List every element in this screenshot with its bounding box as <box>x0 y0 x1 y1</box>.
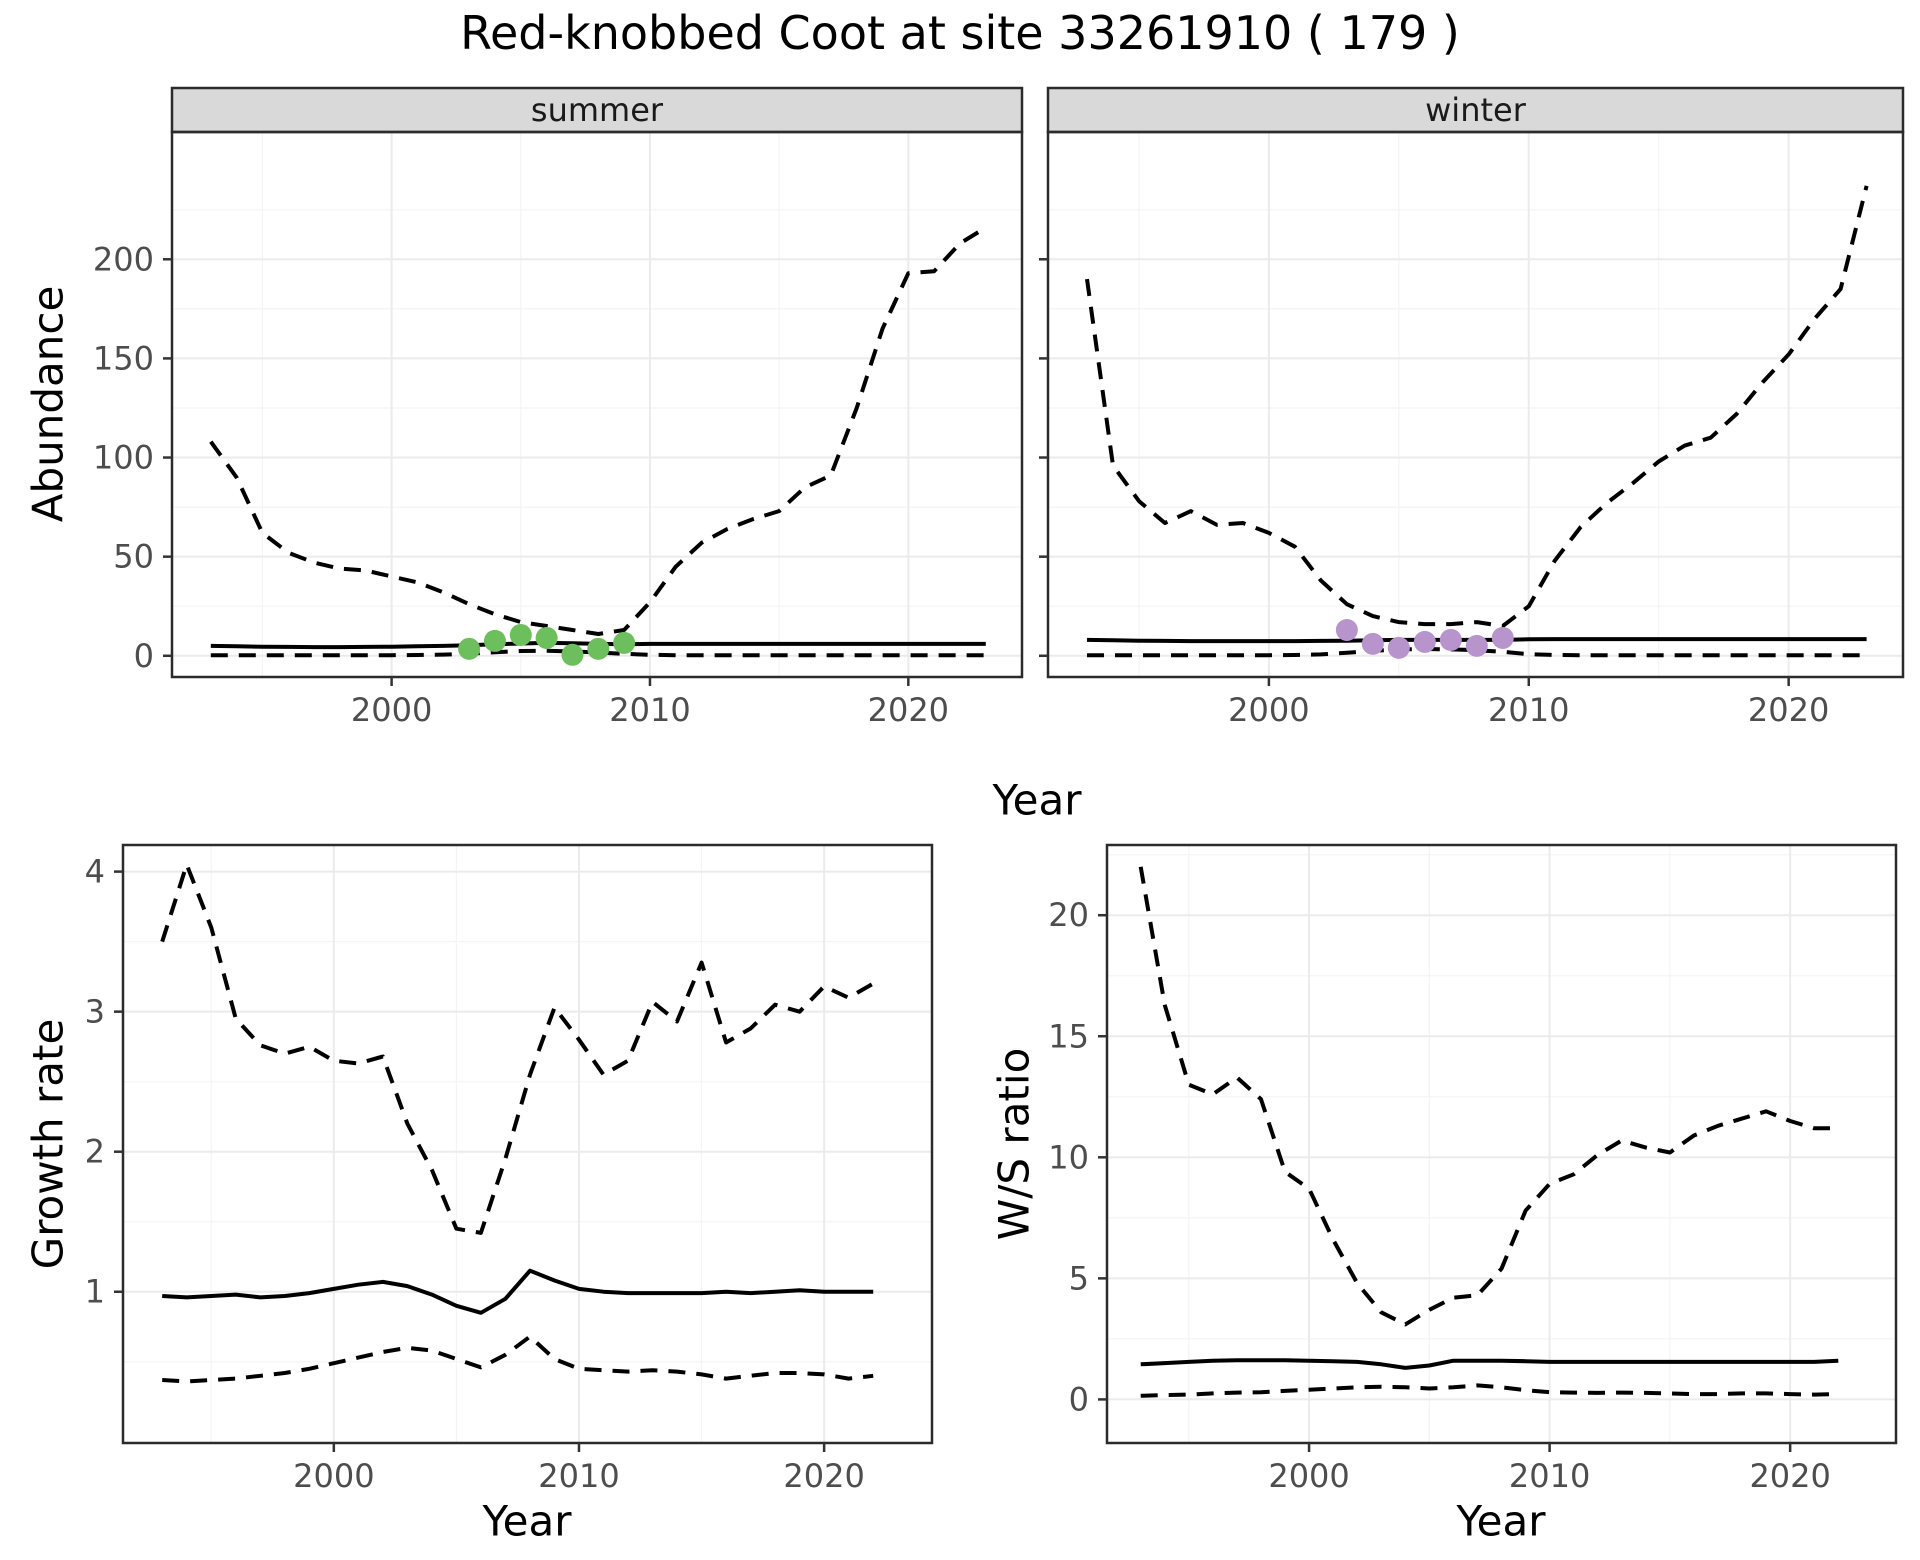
abundance-winter-lower-ci-line <box>1087 647 1867 658</box>
x-tick-label: 2000 <box>293 1457 374 1495</box>
y-axis-title-ws-ratio: W/S ratio <box>989 1047 1039 1241</box>
y-tick-label: 10 <box>1048 1138 1089 1176</box>
winter-observation-point <box>1491 626 1514 649</box>
x-tick-label: 2000 <box>1268 1457 1349 1495</box>
x-tick-label: 2020 <box>868 691 949 729</box>
facet-strip-background <box>1046 86 1905 134</box>
y-axis-title-abundance: Abundance <box>23 285 73 523</box>
winter-observation-point <box>1465 634 1488 657</box>
summer-observation-point <box>561 643 584 666</box>
winter-observation-point <box>1361 632 1384 655</box>
x-tick-label: 2020 <box>1749 1457 1830 1495</box>
y-tick-label: 3 <box>85 993 105 1031</box>
facet-strip-background <box>170 86 1024 134</box>
ws-ratio-median-line <box>1140 1358 1839 1370</box>
y-tick-label: 100 <box>93 439 154 477</box>
summer-observation-point <box>483 629 506 652</box>
panel-border <box>121 843 934 1445</box>
ws-ratio-upper-ci-line <box>1138 866 1839 1327</box>
panel-background <box>123 845 932 1443</box>
y-tick-label: 1 <box>85 1273 105 1311</box>
winter-observation-point <box>1413 630 1436 653</box>
ws-ratio-lower-ci-line <box>1140 1383 1839 1398</box>
y-tick-label: 50 <box>113 538 154 576</box>
x-tick-label: 2010 <box>1488 691 1569 729</box>
y-tick-label: 20 <box>1048 896 1089 934</box>
growth-rate-lower-ci-line <box>162 1334 874 1384</box>
panel-background <box>1048 132 1903 677</box>
y-tick-label: 0 <box>134 637 154 675</box>
x-tick-label: 2020 <box>783 1457 864 1495</box>
panel-background <box>172 132 1022 677</box>
panel-border <box>1105 843 1898 1445</box>
facet-strip-summer: summer <box>530 91 664 129</box>
summer-observation-point <box>613 631 636 654</box>
winter-observation-point <box>1387 636 1410 659</box>
growth-rate-median-line <box>162 1268 874 1315</box>
y-tick-label: 4 <box>85 853 105 891</box>
summer-observation-point <box>587 637 610 660</box>
summer-observation-point <box>509 623 532 646</box>
y-tick-label: 2 <box>85 1133 105 1171</box>
growth-rate-upper-ci-line <box>160 862 875 1235</box>
y-axis-title-growth-rate: Growth rate <box>23 1018 73 1270</box>
y-tick-label: 15 <box>1048 1017 1089 1055</box>
x-axis-title-year-top: Year <box>992 775 1082 825</box>
x-tick-label: 2000 <box>1228 691 1309 729</box>
x-tick-label: 2000 <box>351 691 432 729</box>
x-tick-label: 2010 <box>538 1457 619 1495</box>
panel-border <box>1046 130 1905 679</box>
facet-strip-winter: winter <box>1425 91 1526 129</box>
x-tick-label: 2010 <box>1509 1457 1590 1495</box>
y-tick-label: 5 <box>1069 1259 1089 1297</box>
y-tick-label: 0 <box>1069 1380 1089 1418</box>
winter-observation-point <box>1439 628 1462 651</box>
x-tick-label: 2020 <box>1748 691 1829 729</box>
summer-observation-point <box>535 626 558 649</box>
page-title: Red-knobbed Coot at site 33261910 ( 179 … <box>460 6 1460 60</box>
x-axis-title-year-growth: Year <box>482 1496 572 1546</box>
x-tick-label: 2010 <box>609 691 690 729</box>
abundance-winter-upper-ci-line <box>1085 185 1869 628</box>
abundance-summer-upper-ci-line <box>209 225 987 636</box>
x-axis-title-year-ws: Year <box>1456 1496 1546 1546</box>
panel-border <box>170 130 1024 679</box>
abundance-summer-lower-ci-line <box>210 648 986 658</box>
summer-observation-point <box>458 637 481 660</box>
panel-background <box>1107 845 1896 1443</box>
y-tick-label: 150 <box>93 339 154 377</box>
winter-observation-point <box>1335 619 1358 642</box>
y-tick-label: 200 <box>93 240 154 278</box>
